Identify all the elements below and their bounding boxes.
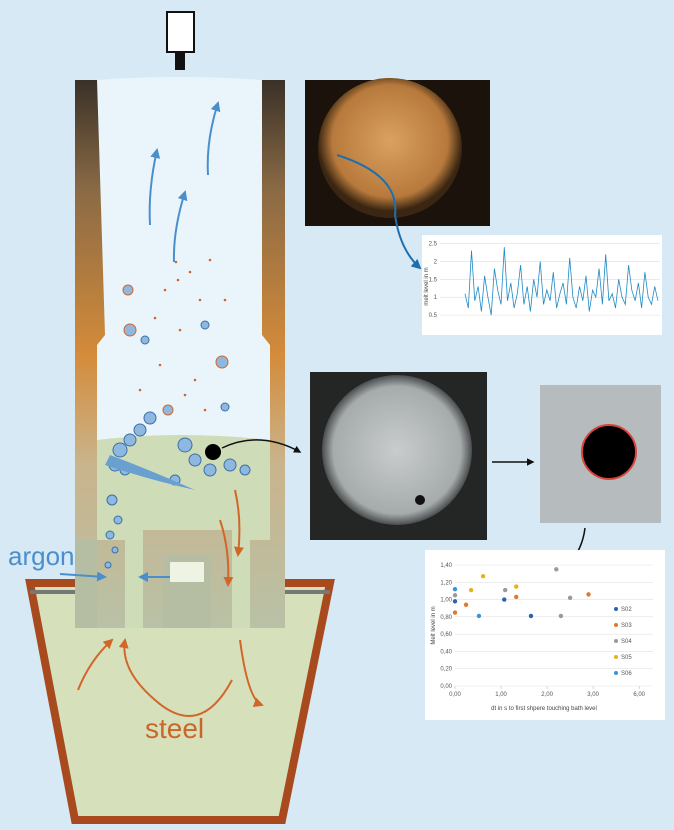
y-tick-label: 0,60 [440, 632, 452, 638]
y-axis-label: Melt level in m [431, 606, 437, 644]
scatter-point [503, 588, 507, 592]
y-tick-label: 1,00 [440, 598, 452, 604]
legend-label: S06 [621, 671, 632, 677]
melt-surface-gray [322, 375, 472, 525]
y-tick-label: 0,40 [440, 649, 452, 655]
scatter-point [453, 599, 457, 603]
x-tick-label: 1,00 [495, 692, 507, 698]
scatter-point [529, 614, 533, 618]
argon-label: argon [8, 541, 75, 571]
legend-label: S03 [621, 623, 632, 629]
legend-marker [614, 607, 618, 611]
page: {"labels": {"argon": "argon", "steel": "… [0, 0, 674, 825]
snorkel-gap [170, 562, 204, 582]
legend-marker [614, 623, 618, 627]
y-tick-label: 1,40 [440, 563, 452, 569]
x-axis-label: dt in s to first shpere touching bath le… [491, 706, 597, 712]
x-tick-label: 3,00 [587, 692, 599, 698]
legend-marker [614, 655, 618, 659]
y-tick-label: 1,20 [440, 580, 452, 586]
detected-sphere [582, 425, 636, 479]
melt-surface [318, 78, 462, 218]
steel-label: steel [145, 713, 204, 744]
scatter-point [514, 584, 518, 588]
legend-label: S04 [621, 639, 632, 645]
scatter-point [568, 596, 572, 600]
y-axis-label: melt level in m [424, 267, 430, 305]
y-tick-label: 2.5 [429, 242, 438, 248]
y-tick-label: 0,80 [440, 615, 452, 621]
x-tick-label: 6,00 [633, 692, 645, 698]
sphere-image [415, 495, 425, 505]
y-tick-label: 0.5 [429, 313, 438, 319]
camera [167, 12, 194, 52]
x-tick-label: 2,00 [541, 692, 553, 698]
scatter-point [502, 597, 506, 601]
scatter-point [481, 574, 485, 578]
y-tick-label: 1.5 [429, 277, 438, 283]
camera-lens [175, 52, 185, 70]
legend-marker [614, 671, 618, 675]
sphere [205, 444, 221, 460]
scatter-point [453, 593, 457, 597]
scatter-point [559, 614, 563, 618]
legend-marker [614, 639, 618, 643]
scatter-point [514, 595, 518, 599]
scatter-point [453, 587, 457, 591]
diagram: argon steel 0.511.522.5melt level in m0,… [0, 0, 674, 825]
scatter-point [554, 567, 558, 571]
snorkel-left [75, 540, 97, 628]
scatter-point [477, 614, 481, 618]
x-tick-label: 0,00 [449, 692, 461, 698]
scatter-point [586, 592, 590, 596]
y-tick-label: 0,20 [440, 667, 452, 673]
scatter-point [453, 610, 457, 614]
y-tick-label: 0,00 [440, 684, 452, 690]
scatter-point [464, 603, 468, 607]
legend-label: S05 [621, 655, 632, 661]
scatter-point [469, 588, 473, 592]
legend-label: S02 [621, 607, 632, 613]
